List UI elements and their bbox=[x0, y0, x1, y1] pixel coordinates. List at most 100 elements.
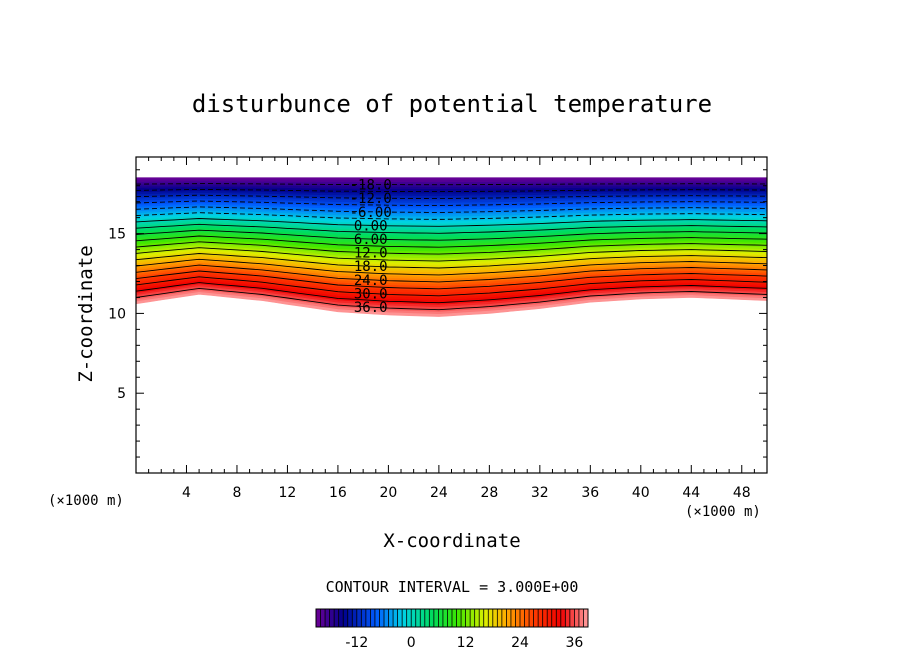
colorbar-tick-label: 24 bbox=[511, 635, 529, 651]
colorbar-cell bbox=[402, 609, 407, 627]
colorbar-cell bbox=[352, 609, 358, 627]
colorbar-cell bbox=[447, 609, 453, 627]
x-tick-label: 8 bbox=[233, 485, 242, 501]
x-tick-label: 40 bbox=[632, 485, 650, 501]
colorbar-cell bbox=[442, 609, 448, 627]
colorbar-cell bbox=[420, 609, 426, 627]
colorbar-cell bbox=[452, 609, 457, 627]
y-tick-label: 5 bbox=[117, 386, 126, 402]
contour-line bbox=[136, 218, 767, 227]
colorbar-cell bbox=[470, 609, 475, 627]
colorbar-cell bbox=[560, 609, 566, 627]
colorbar-tick-label: 0 bbox=[407, 635, 416, 651]
contour-line bbox=[136, 206, 767, 213]
contour-line bbox=[136, 229, 767, 241]
colorbar-cell bbox=[501, 609, 507, 627]
colorbar-cell bbox=[569, 609, 575, 627]
contour-label: -18.0 bbox=[350, 178, 392, 194]
colorbar-cell bbox=[529, 609, 534, 627]
colorbar-cell bbox=[356, 609, 362, 627]
contour-label: 30.0 bbox=[354, 287, 388, 303]
colorbar-cell bbox=[365, 609, 371, 627]
axis-ticks bbox=[136, 157, 767, 473]
x-tick-label: 36 bbox=[581, 485, 599, 501]
colorbar-cell bbox=[361, 609, 367, 627]
x-tick-label: 12 bbox=[278, 485, 296, 501]
contour-label: 36.0 bbox=[354, 300, 388, 316]
colorbar-cell bbox=[429, 609, 435, 627]
y-tick-labels: 5 10 15 bbox=[108, 227, 126, 403]
colorbar-cell bbox=[492, 609, 498, 627]
x-tick-label: 32 bbox=[531, 485, 549, 501]
colorbar-cell bbox=[583, 609, 589, 627]
colorbar-cell bbox=[424, 609, 430, 627]
contour-lines bbox=[136, 183, 767, 311]
colorbar-tick-labels: -12 0 12 24 36 bbox=[345, 635, 583, 651]
colorbar-cell bbox=[388, 609, 394, 627]
contour-line bbox=[136, 188, 767, 193]
contour-line bbox=[136, 247, 767, 262]
contour-line bbox=[136, 287, 767, 311]
colorbar-cell bbox=[488, 609, 494, 627]
contour-line bbox=[136, 282, 767, 304]
colorbar-cell bbox=[556, 609, 562, 627]
contour-line bbox=[136, 223, 767, 234]
colorbar-cell bbox=[338, 609, 344, 627]
colorbar-cell bbox=[515, 609, 521, 627]
colorbar-cell bbox=[316, 609, 321, 627]
colorbar-tick-label: 36 bbox=[565, 635, 583, 651]
contour-line bbox=[136, 183, 767, 186]
colorbar-cell bbox=[347, 609, 353, 627]
colorbar-cell bbox=[506, 609, 512, 627]
contour-label: 0.00 bbox=[354, 218, 388, 234]
colorbar-cell bbox=[456, 609, 462, 627]
colorbar-cell bbox=[433, 609, 439, 627]
x-unit-label: (×1000 m) bbox=[685, 504, 761, 520]
x-tick-label: 20 bbox=[379, 485, 397, 501]
contour-line bbox=[136, 235, 767, 248]
colorbar-tick-label: 12 bbox=[457, 635, 475, 651]
colorbar-cell bbox=[497, 609, 503, 627]
colorbar-cell bbox=[370, 609, 376, 627]
x-tick-label: 28 bbox=[480, 485, 498, 501]
colorbar-cell bbox=[406, 609, 412, 627]
colorbar-cell bbox=[474, 609, 480, 627]
colorbar-cell bbox=[379, 609, 385, 627]
contour-line bbox=[136, 194, 767, 200]
colorbar-cell bbox=[574, 609, 580, 627]
colorbar bbox=[315, 608, 589, 628]
colorbar-cell bbox=[542, 609, 548, 627]
colorbar-cell bbox=[510, 609, 516, 627]
contour-label: -12.0 bbox=[350, 191, 392, 207]
colorbar-cell bbox=[551, 609, 557, 627]
colorbar-cell bbox=[320, 609, 326, 627]
contour-line bbox=[136, 270, 767, 290]
contour-label: 18.0 bbox=[354, 259, 388, 275]
colorbar-cell bbox=[483, 609, 489, 627]
colorbar-cell bbox=[578, 609, 584, 627]
colorbar-cell bbox=[520, 609, 525, 627]
colorbar-cell bbox=[479, 609, 485, 627]
colorbar-cell bbox=[415, 609, 421, 627]
colorbar-cell bbox=[411, 609, 417, 627]
x-axis-label: X-coordinate bbox=[383, 530, 520, 552]
y-unit-label: (×1000 m) bbox=[48, 493, 124, 509]
x-tick-labels: 4 8 12 16 20 24 28 32 36 40 44 48 bbox=[182, 485, 751, 501]
colorbar-cell bbox=[547, 609, 553, 627]
contour-label: 6.00 bbox=[354, 232, 388, 248]
colorbar-cell bbox=[325, 609, 330, 627]
colorbar-cell bbox=[384, 609, 389, 627]
x-tick-label: 48 bbox=[733, 485, 751, 501]
colorbar-cell bbox=[438, 609, 444, 627]
colorbar-cell bbox=[374, 609, 380, 627]
colorbar-cell bbox=[565, 609, 571, 627]
x-tick-label: 44 bbox=[682, 485, 700, 501]
colorbar-cell bbox=[393, 609, 398, 627]
colorbar-cell bbox=[461, 609, 466, 627]
colorbar-cell bbox=[538, 609, 543, 627]
colorbar-cell bbox=[465, 609, 471, 627]
contour-line bbox=[136, 253, 767, 269]
colorbar-tick-label: -12 bbox=[345, 635, 368, 651]
contour-line bbox=[136, 241, 767, 255]
colorbar-cell bbox=[524, 609, 530, 627]
